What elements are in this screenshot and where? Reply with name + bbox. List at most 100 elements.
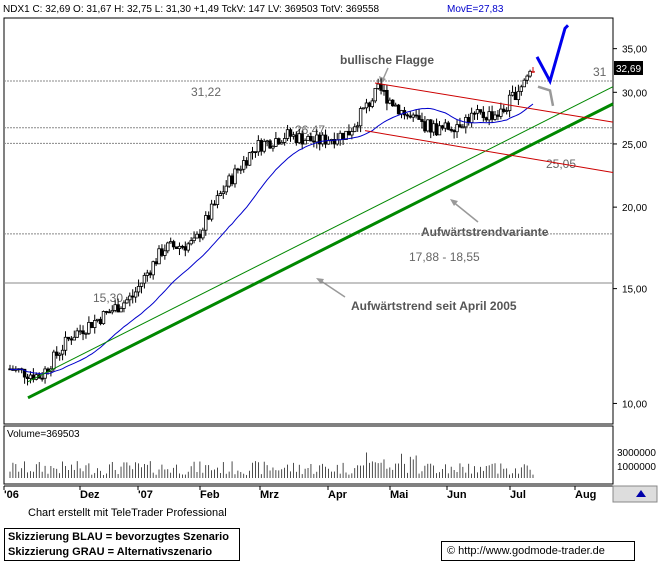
candle-body — [230, 175, 234, 185]
candle-body — [186, 243, 190, 251]
candle-body — [145, 272, 150, 276]
candle-body — [22, 368, 27, 378]
legend-line-gray: Skizzierung GRAU = Alternativszenario — [8, 546, 213, 558]
candle-body — [487, 111, 491, 121]
candle-body — [528, 70, 532, 77]
candle-body — [104, 311, 109, 313]
candle-body — [57, 353, 62, 356]
candle-body — [168, 241, 173, 244]
volume-label: Volume=369503 — [7, 429, 80, 440]
month-label: Feb — [200, 489, 220, 501]
candle-body — [136, 286, 141, 293]
month-label: Mai — [390, 489, 408, 501]
candle-body — [355, 125, 360, 128]
website-link[interactable]: © http://www.godmode-trader.de — [441, 541, 635, 561]
candle-body — [300, 133, 304, 145]
month-label: Jun — [447, 489, 467, 501]
candle-body — [268, 140, 272, 149]
candle-body — [119, 308, 123, 313]
candle-body — [131, 295, 135, 298]
candle-body — [201, 229, 205, 239]
candle-body — [347, 130, 351, 136]
candle-body — [247, 152, 252, 166]
candle-body — [206, 215, 211, 220]
candle-body — [391, 99, 395, 107]
candle-body — [212, 203, 217, 206]
month-label: '06 — [4, 489, 19, 501]
candle-body — [280, 142, 284, 145]
candle-body — [133, 291, 138, 298]
candle-body — [417, 115, 421, 120]
candle-body — [171, 241, 176, 248]
candle-body — [113, 304, 117, 311]
candle-body — [256, 140, 261, 153]
candle-body — [364, 102, 369, 109]
candle-body — [244, 160, 249, 166]
candle-body — [496, 114, 500, 117]
candle-body — [227, 175, 231, 187]
candle-body — [440, 125, 445, 129]
flag-annotation: bullische Flagge — [340, 53, 434, 67]
candle-body — [493, 114, 497, 120]
candle-body — [414, 114, 418, 117]
candle-body — [507, 94, 512, 111]
candle-body — [405, 114, 410, 117]
candle-body — [358, 108, 363, 127]
candle-body — [195, 233, 199, 239]
level-1530-label: 15,30 — [93, 291, 123, 305]
chart-credit: Chart erstellt mit TeleTrader Profession… — [28, 507, 227, 519]
candle-body — [174, 246, 179, 249]
candle-body — [166, 242, 170, 252]
price-panel — [3, 17, 614, 425]
moving-average-line — [9, 103, 534, 375]
candle-body — [274, 138, 278, 147]
candle-body — [361, 107, 366, 110]
candle-body — [443, 122, 448, 129]
candle-body — [198, 233, 202, 239]
candle-body — [513, 91, 518, 101]
candle-body — [125, 299, 129, 304]
scroll-nav[interactable] — [612, 485, 658, 503]
candle-body — [66, 336, 71, 340]
candle-body — [469, 112, 474, 124]
candle-body — [502, 108, 506, 112]
legend-line-blue: Skizzierung BLAU = bevorzugtes Szenario — [8, 531, 229, 543]
candle-body — [78, 330, 82, 333]
level-3122-label: 31,22 — [191, 85, 221, 99]
candle-body — [183, 246, 188, 251]
candle-body — [239, 168, 243, 171]
candle-body — [344, 130, 348, 140]
candle-body — [142, 275, 147, 284]
candle-body — [291, 134, 296, 137]
gray-scenario-sketch — [537, 85, 555, 107]
candle-body — [531, 70, 535, 73]
candle-body — [60, 349, 65, 355]
candle-body — [385, 89, 389, 104]
candle-body — [151, 261, 155, 276]
candle-body — [110, 309, 114, 313]
candle-body — [218, 193, 223, 196]
candle-body — [288, 129, 293, 137]
candle-body — [353, 126, 357, 132]
candle-body — [259, 140, 263, 152]
candle-body — [204, 215, 208, 231]
month-label: '07 — [138, 489, 153, 501]
candle-body — [478, 109, 483, 113]
copyright-icon: © — [447, 545, 456, 557]
variant-arrow — [451, 200, 479, 223]
month-label: Aug — [575, 489, 596, 501]
scroll-up-icon[interactable] — [636, 490, 646, 497]
price-tick-label: 10,00 — [622, 399, 647, 410]
candle-body — [437, 125, 442, 136]
candle-body — [163, 250, 167, 256]
candle-body — [90, 321, 94, 328]
candle-body — [326, 140, 331, 145]
main-trend-arrowhead — [316, 278, 324, 284]
candle-body — [475, 109, 480, 114]
month-label: Jul — [510, 489, 526, 501]
candle-body — [458, 124, 462, 128]
moving-average-label: MovE=27,83 — [447, 4, 504, 15]
candle-body — [265, 140, 269, 143]
